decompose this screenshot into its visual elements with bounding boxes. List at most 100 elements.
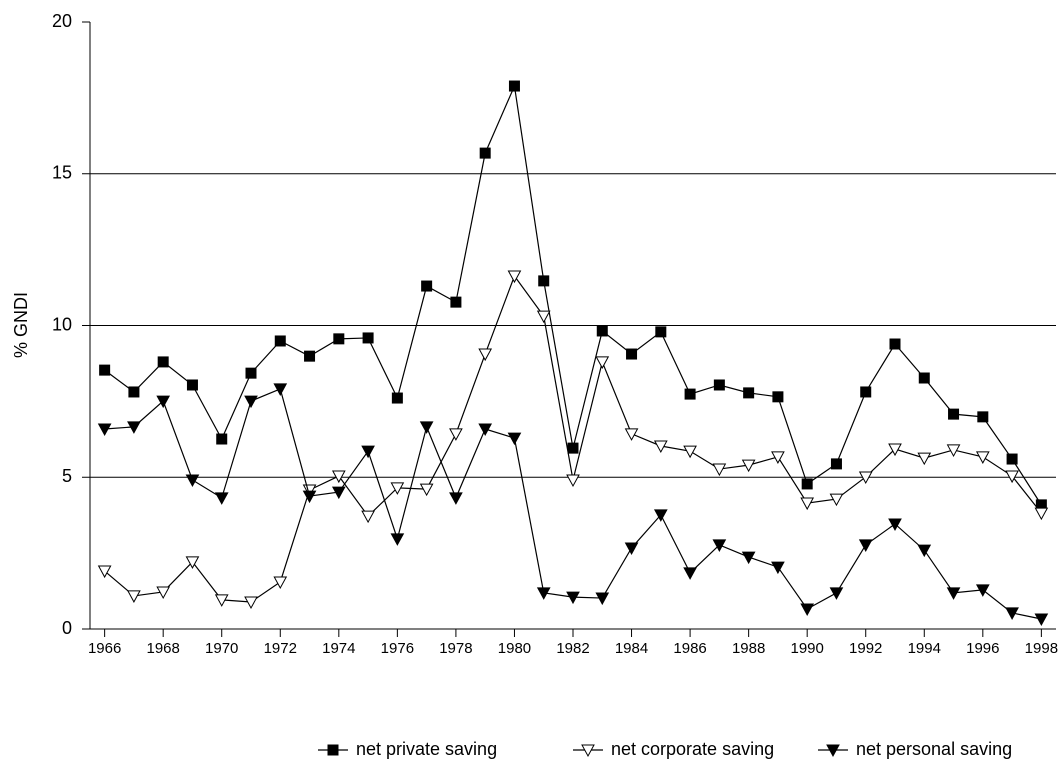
x-tick-label: 1972	[264, 640, 297, 657]
point	[478, 348, 493, 362]
series-line	[104, 83, 1042, 506]
point	[860, 386, 872, 398]
point	[829, 587, 844, 600]
x-tick-label: 1990	[790, 640, 823, 657]
point	[244, 596, 258, 610]
point	[858, 539, 873, 552]
point	[1034, 507, 1049, 521]
legend-item: net private saving	[318, 739, 497, 759]
y-tick-label: 10	[52, 314, 72, 334]
point	[595, 592, 610, 606]
point	[771, 451, 785, 464]
point	[653, 440, 668, 454]
point	[946, 587, 961, 600]
point	[390, 533, 405, 546]
point	[216, 433, 228, 445]
y-axis-label: % GNDI	[11, 292, 31, 358]
series-line	[104, 274, 1042, 603]
point	[801, 478, 813, 490]
point	[536, 310, 551, 324]
point	[655, 326, 667, 338]
x-tick-label: 1984	[615, 640, 648, 657]
point	[712, 463, 727, 477]
point	[566, 474, 580, 488]
point	[244, 395, 258, 409]
point	[918, 372, 930, 384]
point	[683, 567, 697, 580]
x-tick-label: 1974	[322, 640, 355, 657]
point	[1006, 453, 1018, 465]
point	[273, 383, 288, 396]
point	[245, 367, 257, 379]
x-tick-label: 1982	[556, 640, 589, 657]
point	[186, 379, 198, 391]
point	[450, 296, 462, 308]
x-tick-label: 1998	[1025, 640, 1058, 657]
point	[624, 542, 639, 556]
point	[449, 492, 463, 505]
point	[157, 356, 169, 368]
point	[331, 470, 346, 484]
x-tick-label: 1992	[849, 640, 882, 657]
x-tick-label: 1968	[146, 640, 179, 657]
point	[390, 482, 405, 495]
point	[97, 423, 112, 437]
point	[653, 509, 668, 522]
point	[361, 445, 375, 459]
x-tick-label: 1966	[88, 640, 121, 657]
point	[362, 332, 374, 344]
point	[712, 539, 727, 552]
point	[946, 444, 961, 457]
point	[99, 364, 111, 376]
point	[830, 458, 842, 470]
point	[741, 459, 756, 473]
legend-marker	[327, 744, 339, 756]
point	[948, 408, 960, 420]
point	[536, 587, 551, 600]
x-tick-label: 1986	[673, 640, 706, 657]
point	[507, 270, 522, 284]
point	[626, 348, 638, 360]
point	[478, 423, 493, 437]
point	[566, 591, 580, 605]
point	[684, 388, 696, 400]
point	[302, 490, 317, 504]
point	[743, 387, 755, 399]
y-tick-label: 5	[62, 466, 72, 486]
point	[772, 391, 784, 403]
legend-marker	[826, 744, 840, 758]
point	[829, 493, 844, 507]
point	[741, 551, 756, 565]
point	[214, 594, 229, 607]
point	[1035, 499, 1047, 511]
point	[507, 432, 522, 446]
point	[1034, 613, 1049, 627]
x-tick-label: 1970	[205, 640, 238, 657]
point	[917, 452, 932, 466]
point	[156, 586, 171, 600]
point	[214, 492, 229, 505]
point	[185, 474, 200, 488]
point	[800, 497, 815, 511]
point	[683, 445, 697, 459]
point	[567, 442, 579, 454]
x-tick-label: 1994	[908, 640, 941, 657]
point	[624, 428, 639, 441]
series-line	[104, 388, 1042, 620]
x-tick-label: 1988	[732, 640, 765, 657]
point	[127, 421, 141, 434]
legend-marker	[581, 744, 595, 758]
point	[333, 333, 345, 345]
point	[97, 565, 112, 579]
point	[858, 471, 873, 484]
x-tick-label: 1978	[439, 640, 472, 657]
legend-label: net personal saving	[856, 739, 1012, 759]
x-tick-label: 1980	[498, 640, 531, 657]
point	[449, 428, 463, 441]
legend-label: net private saving	[356, 739, 497, 759]
legend-item: net corporate saving	[573, 739, 774, 759]
point	[771, 561, 785, 575]
point	[977, 411, 989, 423]
point	[419, 421, 434, 434]
